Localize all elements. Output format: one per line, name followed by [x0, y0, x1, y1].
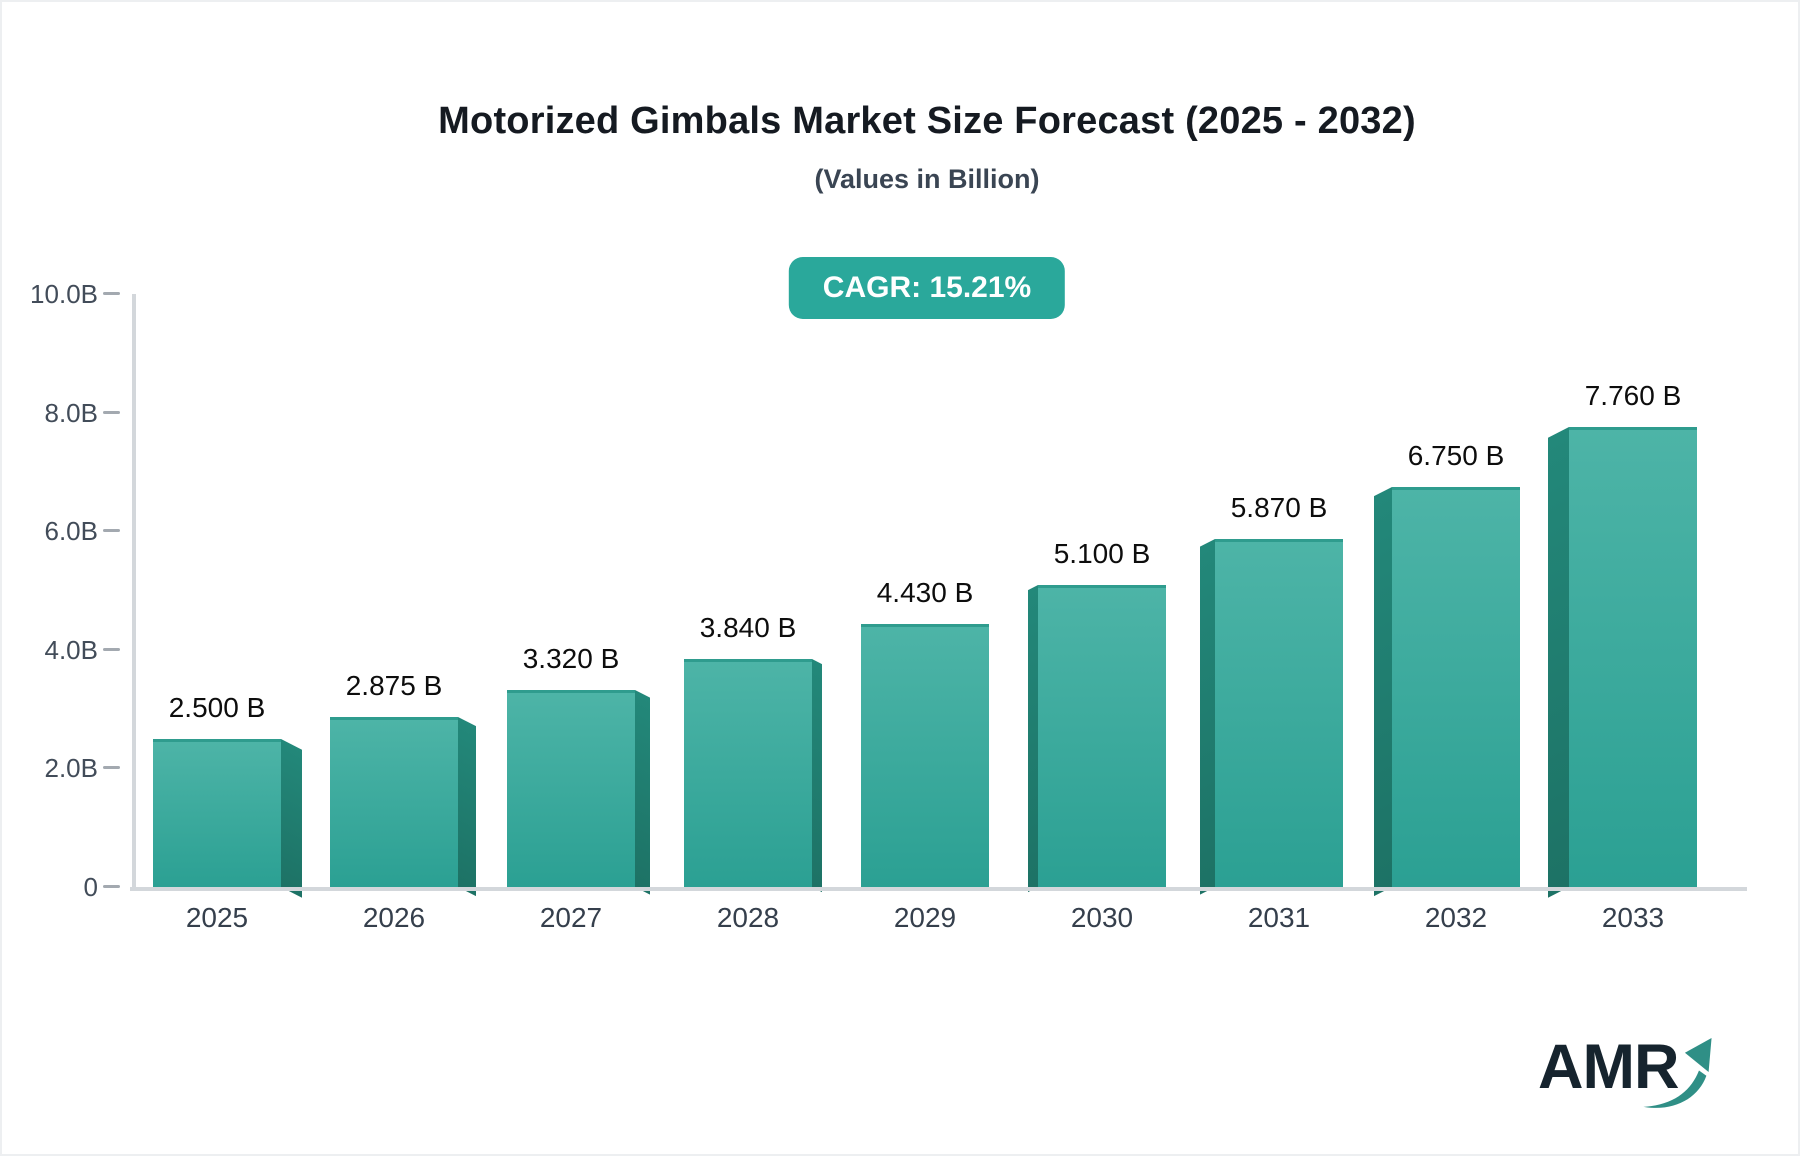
- x-tick-label-2026: 2026: [362, 902, 426, 933]
- amr-logo: AMR: [1538, 1032, 1738, 1122]
- bar-2030: [1038, 585, 1166, 887]
- cagr-badge: CAGR: 15.21%: [788, 257, 1066, 319]
- bar-side-2030: [1028, 585, 1038, 893]
- x-tick-label-2027: 2027: [539, 902, 603, 933]
- y-tick-label: 0: [83, 872, 98, 902]
- bar-value-label: 2.875 B: [345, 670, 443, 701]
- y-tick-label: 8.0B: [44, 397, 99, 428]
- bar-2029: [861, 624, 989, 887]
- bar-value-label: 4.430 B: [876, 577, 974, 608]
- x-tick-label-2025: 2025: [185, 902, 249, 933]
- bar-side-2028: [812, 659, 822, 893]
- bar-value-label: 7.760 B: [1584, 380, 1682, 411]
- y-tick-mark: [103, 529, 120, 533]
- bar-side-2033: [1548, 427, 1569, 898]
- y-tick-mark: [103, 766, 120, 770]
- x-tick-label-2032: 2032: [1424, 902, 1488, 933]
- bar-2027: [507, 690, 635, 887]
- y-tick-mark: [103, 885, 120, 888]
- bar-value-label: 3.840 B: [699, 612, 797, 643]
- bar-side-2026: [458, 717, 476, 897]
- growth-arrow-icon: [1643, 1038, 1712, 1108]
- x-tick-label-2033: 2033: [1601, 902, 1665, 933]
- bar-side-2031: [1200, 539, 1215, 895]
- x-tick-label-2031: 2031: [1247, 902, 1311, 933]
- y-tick-mark: [103, 292, 120, 295]
- y-tick-mark: [103, 647, 120, 651]
- x-tick-label-2028: 2028: [716, 902, 780, 933]
- bar-value-label: 5.100 B: [1053, 538, 1151, 569]
- chart-subtitle: (Values in Billion): [814, 164, 1040, 194]
- bar-2031: [1215, 539, 1343, 887]
- bar-2025: [153, 739, 281, 887]
- y-tick-label: 2.0B: [44, 753, 99, 784]
- bar-value-label: 5.870 B: [1230, 492, 1328, 523]
- bar-side-2027: [635, 690, 650, 895]
- bar-2033: [1569, 427, 1697, 887]
- y-tick-label: 4.0B: [44, 634, 99, 665]
- x-axis-line: [130, 887, 1747, 891]
- bar-2026: [330, 717, 458, 887]
- bar-value-label: 3.320 B: [522, 643, 620, 674]
- x-tick-label-2029: 2029: [893, 902, 957, 933]
- amr-logo-text: AMR: [1538, 1032, 1679, 1102]
- chart-title: Motorized Gimbals Market Size Forecast (…: [438, 100, 1416, 142]
- bar-value-label: 6.750 B: [1407, 440, 1505, 471]
- y-tick-label: 10.0B: [30, 279, 98, 309]
- bar-value-label: 2.500 B: [168, 692, 266, 723]
- y-tick-label: 6.0B: [44, 516, 99, 547]
- x-tick-label-2030: 2030: [1070, 902, 1134, 933]
- bar-2028: [684, 659, 812, 887]
- y-tick-mark: [103, 410, 120, 414]
- bar-2032: [1392, 487, 1520, 887]
- y-axis-line: [132, 294, 136, 891]
- bar-side-2032: [1374, 487, 1392, 897]
- bar-side-2025: [281, 739, 302, 898]
